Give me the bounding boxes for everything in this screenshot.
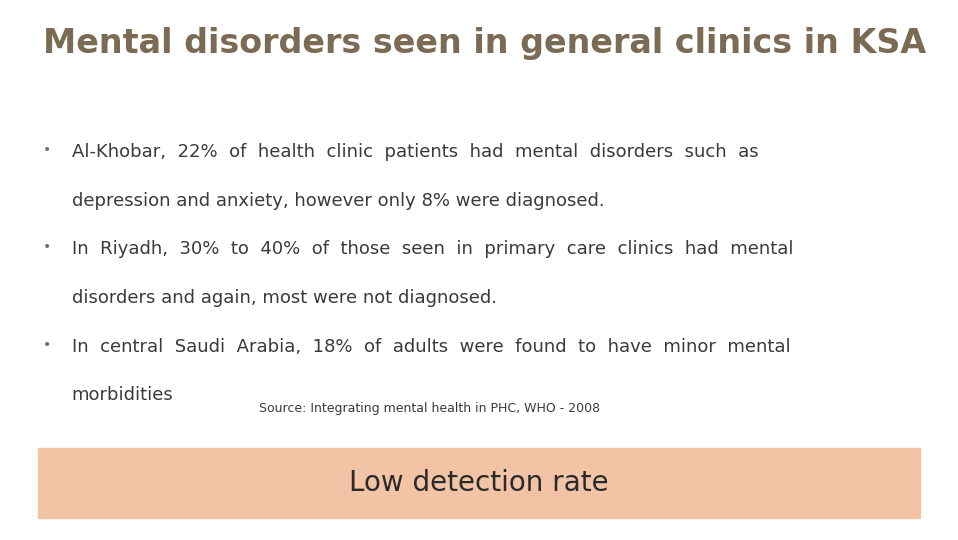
Text: Source: Integrating mental health in PHC, WHO - 2008: Source: Integrating mental health in PHC…	[259, 402, 600, 415]
Text: Mental disorders seen in general clinics in KSA: Mental disorders seen in general clinics…	[43, 27, 926, 60]
Text: In  central  Saudi  Arabia,  18%  of  adults  were  found  to  have  minor  ment: In central Saudi Arabia, 18% of adults w…	[72, 338, 790, 355]
Text: depression and anxiety, however only 8% were diagnosed.: depression and anxiety, however only 8% …	[72, 192, 604, 210]
Text: Al-Khobar,  22%  of  health  clinic  patients  had  mental  disorders  such  as: Al-Khobar, 22% of health clinic patients…	[72, 143, 759, 161]
Text: •: •	[43, 143, 52, 157]
FancyBboxPatch shape	[38, 448, 920, 518]
Text: Low detection rate: Low detection rate	[349, 469, 609, 497]
Text: •: •	[43, 240, 52, 254]
Text: •: •	[43, 338, 52, 352]
Text: disorders and again, most were not diagnosed.: disorders and again, most were not diagn…	[72, 289, 497, 307]
Text: In  Riyadh,  30%  to  40%  of  those  seen  in  primary  care  clinics  had  men: In Riyadh, 30% to 40% of those seen in p…	[72, 240, 793, 258]
Text: morbidities: morbidities	[72, 386, 173, 404]
